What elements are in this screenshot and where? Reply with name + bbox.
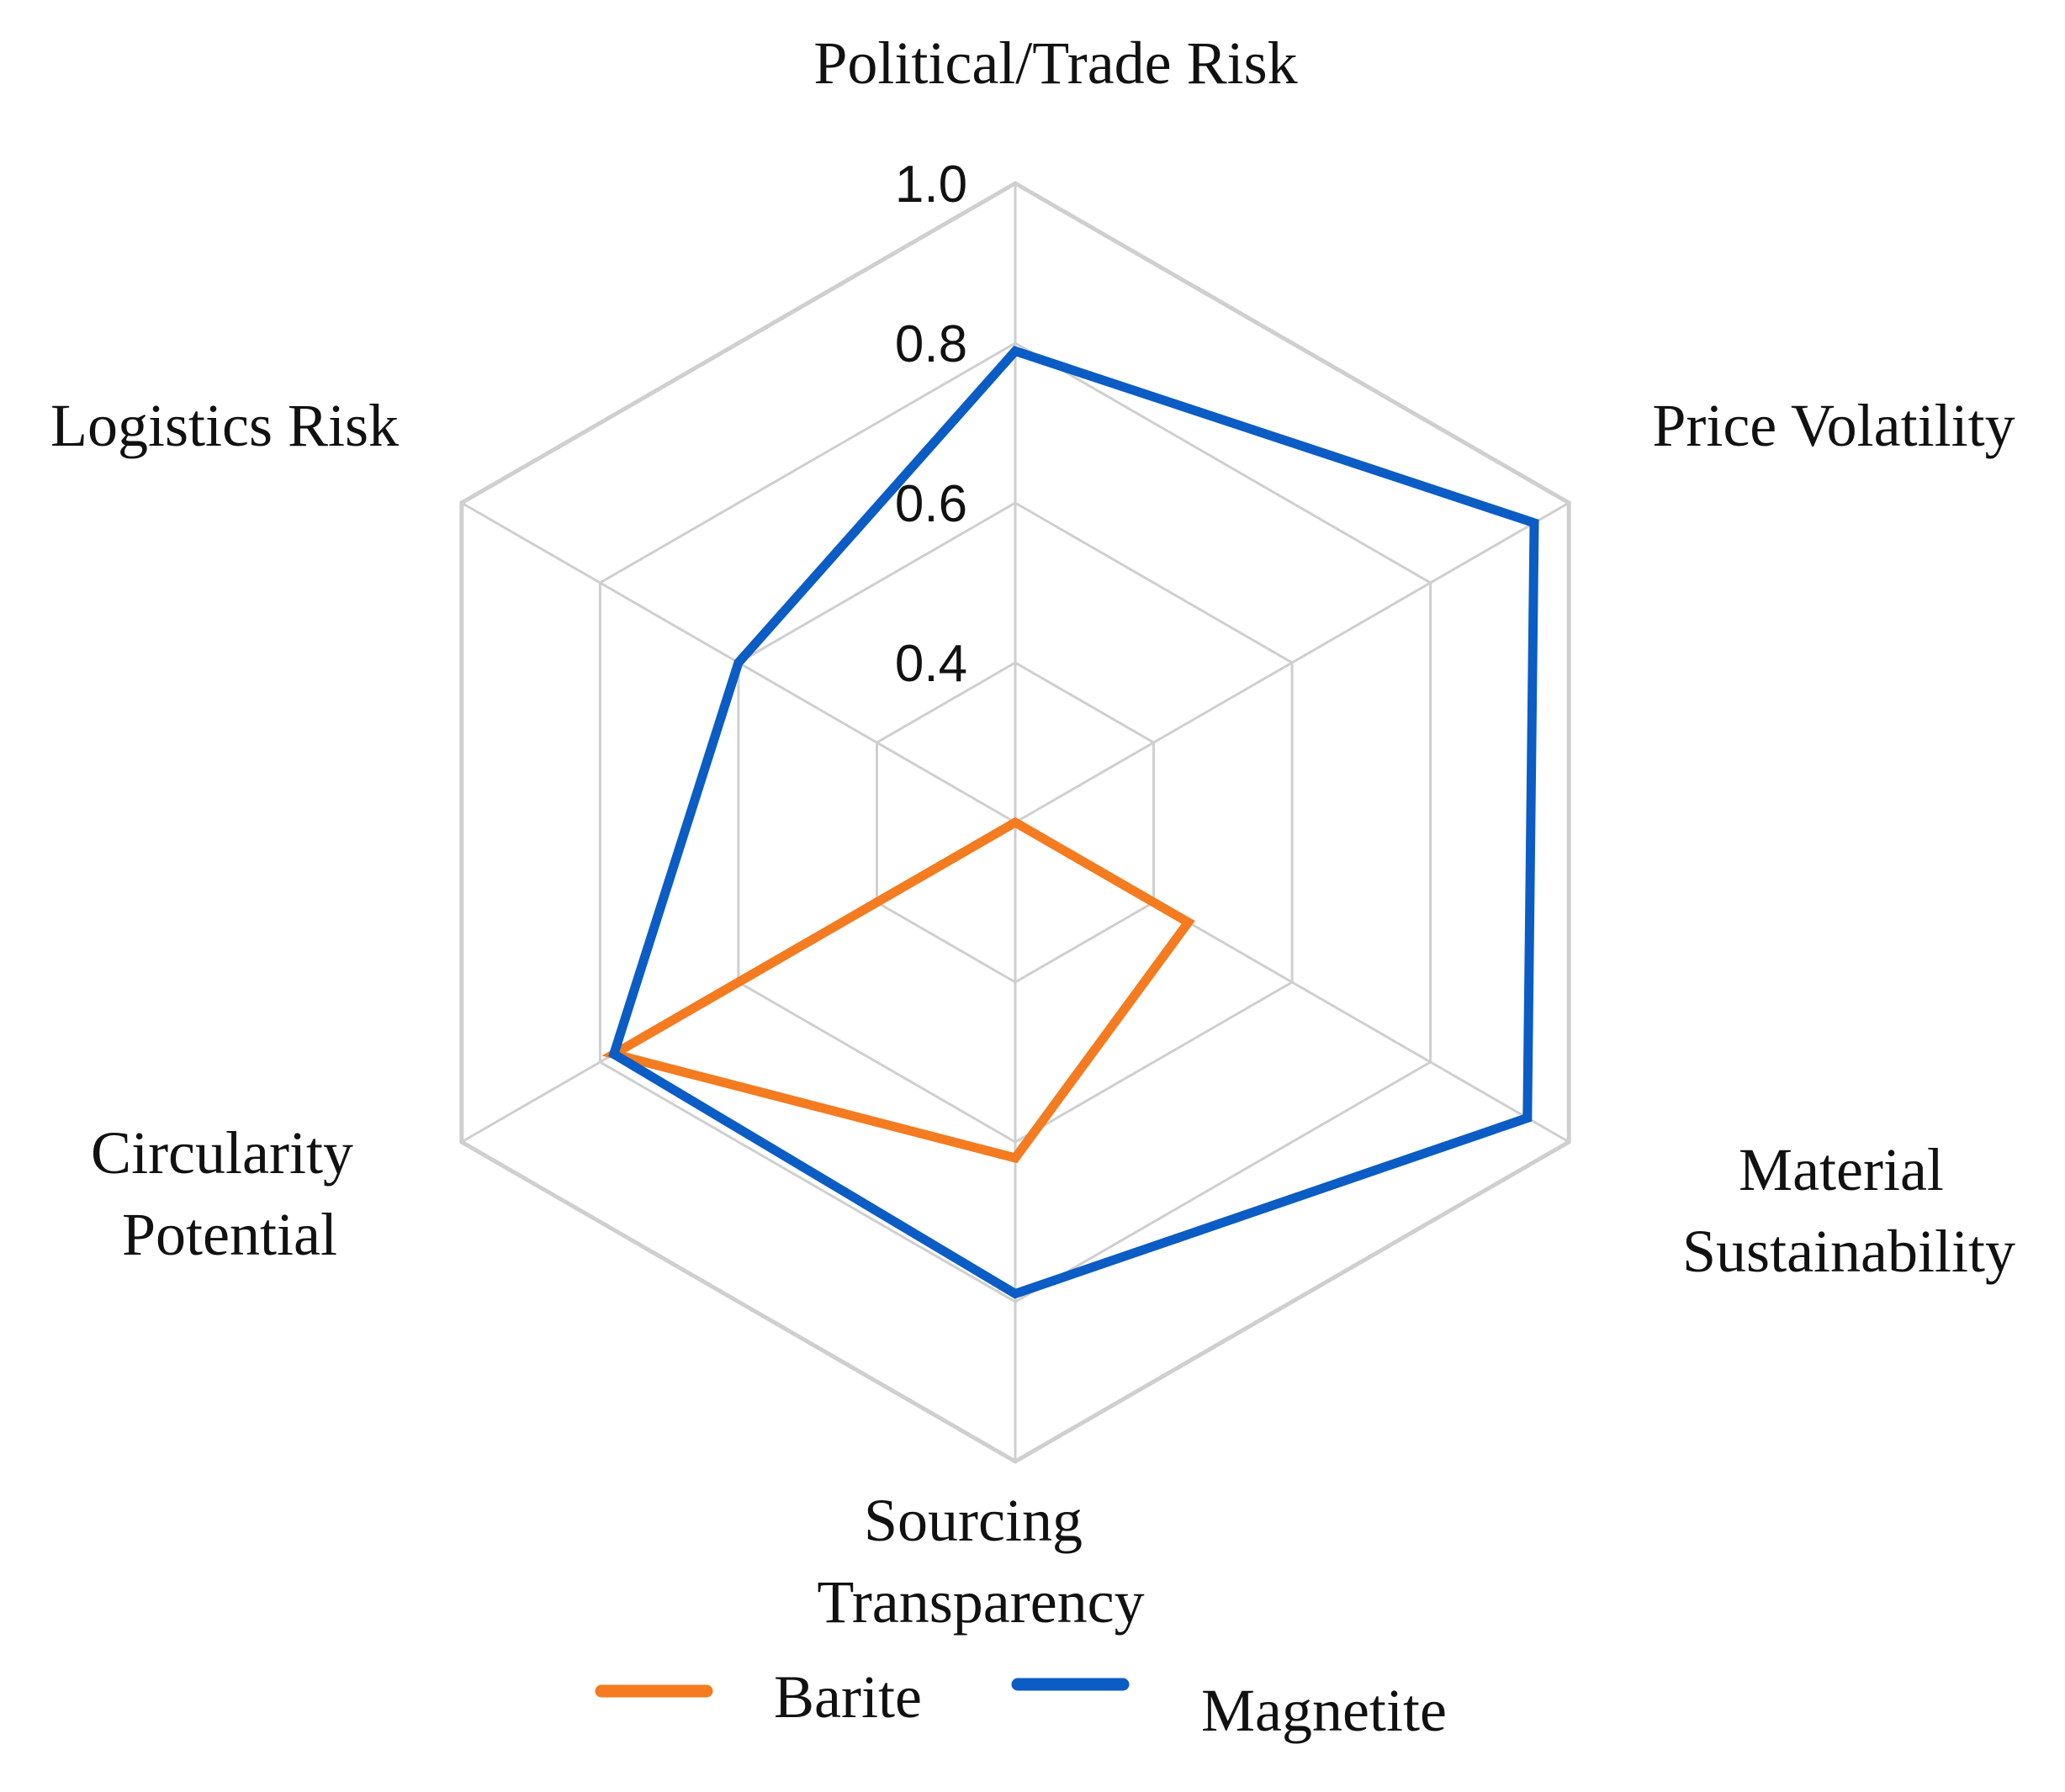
radar-series: [601, 346, 1539, 1299]
series-barite-polygon: [601, 817, 1195, 1164]
radar-grid: [459, 181, 1571, 1464]
axis-label-logistics-risk: Logistics Risk: [50, 392, 399, 459]
legend: Barite Magnetite: [595, 1663, 1447, 1744]
axis-label-circularity-potential: Circularity Potential: [91, 1119, 368, 1268]
axis-label-political-trade-risk: Political/Trade Risk: [813, 29, 1297, 97]
radial-tick-labels: 0.4 0.6 0.8 1.0: [895, 156, 967, 693]
tick-label-1: 0.6: [895, 475, 967, 533]
series-magnetite-polygon: [608, 346, 1539, 1299]
tick-label-3: 1.0: [895, 156, 967, 214]
axis-labels: Political/Trade Risk Price Volatility Ma…: [50, 29, 2015, 1636]
axis-label-material-sustainability: Material Sustainability: [1682, 1136, 2015, 1285]
axis-label-price-volatility: Price Volatility: [1652, 392, 2015, 459]
grid-spoke-1: [1014, 501, 1570, 824]
legend-label-magnetite: Magnetite: [1201, 1677, 1447, 1744]
axis-label-sourcing-transparency: Sourcing Transparency: [817, 1487, 1144, 1636]
legend-label-barite: Barite: [774, 1663, 922, 1731]
tick-label-2: 0.8: [895, 315, 967, 373]
tick-label-0: 0.4: [895, 635, 967, 693]
